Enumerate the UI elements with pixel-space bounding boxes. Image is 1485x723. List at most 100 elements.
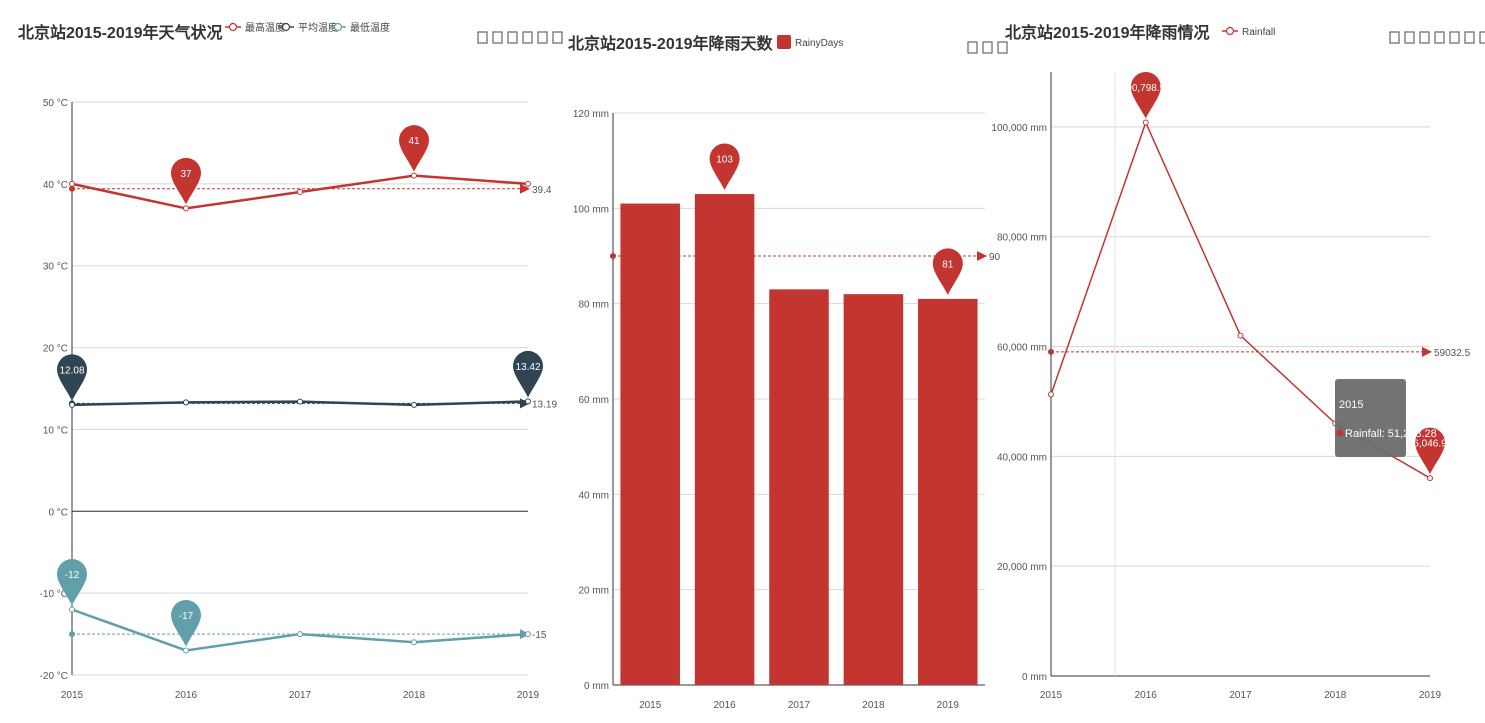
data-view-icon[interactable] [967,41,978,54]
data-point[interactable] [183,205,189,212]
markline-arrow [1422,346,1432,357]
legend-label: Rainfall [1242,27,1275,38]
data-point[interactable] [69,180,75,187]
data-point[interactable] [1237,332,1244,339]
bar[interactable] [918,298,978,685]
x-tick-label: 2015 [1040,690,1063,701]
legend-label: RainyDays [795,38,843,49]
bar[interactable] [694,194,755,686]
data-point[interactable] [411,401,417,408]
data-view-icon[interactable] [507,31,518,44]
restore-icon[interactable] [1464,31,1475,44]
bar[interactable] [843,294,904,685]
data-point[interactable] [1142,119,1149,126]
data-point[interactable] [525,398,531,405]
markpoint[interactable]: 41 [399,125,429,172]
markpoint-label: 81 [942,259,954,270]
legend-item[interactable]: 最高温度 [225,21,285,34]
markpoint[interactable]: 103 [709,143,740,191]
markpoint-label: 103 [716,155,733,166]
y-tick-label: 80 mm [578,300,609,311]
markline-arrow [977,251,987,261]
markpoint-shape [1130,72,1161,119]
y-tick-label: -20 °C [40,671,68,682]
markpoint-label: 12.08 [59,365,84,376]
data-view-icon-shape [507,31,518,44]
restore-icon[interactable] [552,31,563,44]
data-point[interactable] [69,606,75,613]
x-tick-label: 2017 [1229,690,1252,701]
markpoint[interactable]: -17 [171,599,201,647]
bar[interactable] [620,203,680,686]
legend-item[interactable]: 最低温度 [330,21,390,34]
data-point[interactable] [297,189,303,196]
x-tick-label: 2015 [61,690,84,701]
tooltip-value: Rainfall: 51,278.28 [1345,428,1437,440]
data-point[interactable] [1048,391,1054,398]
mark-undo-icon[interactable] [1404,31,1415,44]
data-point[interactable] [525,631,531,638]
markpoint-shape [171,599,201,647]
markpoint-shape [171,157,201,205]
data-point[interactable] [297,631,303,638]
legend-label: 平均温度 [298,21,338,34]
x-tick-label: 2018 [862,700,885,711]
legend-swatch [777,35,791,49]
line-icon[interactable] [1434,31,1445,44]
y-tick-label: 40 °C [43,180,68,191]
legend-item[interactable]: RainyDays [777,35,843,49]
x-tick-label: 2019 [1419,690,1442,701]
y-tick-label: 100 mm [573,204,609,215]
chart-title: 北京站2015-2019年降雨情况 [1005,23,1210,42]
markpoint-shape [57,354,87,401]
save-icon-shape [1479,31,1485,44]
data-point[interactable] [411,639,417,646]
legend-label: 最低温度 [350,21,390,34]
bar-icon[interactable] [537,31,548,44]
chart-title: 北京站2015-2019年天气状况 [18,23,223,42]
mark-icon-shape [477,31,488,44]
y-tick-label: -10 °C [40,589,68,600]
mark-icon[interactable] [1389,31,1400,44]
y-tick-label: 0 mm [1022,672,1047,683]
data-point[interactable] [1427,475,1433,482]
x-tick-label: 2017 [289,690,312,701]
markline-start [69,185,75,192]
y-tick-label: 40 mm [578,490,609,501]
data-point[interactable] [183,399,189,406]
data-point[interactable] [525,180,531,187]
mark-undo-icon[interactable] [492,31,503,44]
mark-undo-icon-shape [1404,31,1415,44]
legend-item[interactable]: 平均温度 [278,21,338,34]
mark-icon[interactable] [477,31,488,44]
save-icon[interactable] [1479,31,1485,44]
markpoint[interactable]: 13.42 [513,350,543,398]
y-tick-label: 0 °C [48,507,68,518]
legend-item[interactable]: Rainfall [1222,26,1275,38]
bar[interactable] [769,289,829,685]
data-point[interactable] [69,401,75,408]
markline-arrow [520,183,530,194]
markpoint[interactable]: 12.08 [57,354,87,401]
data-point[interactable] [297,398,303,405]
bar-icon-shape [1449,31,1460,44]
y-tick-label: 20,000 mm [997,562,1047,573]
restore-icon-shape [552,31,563,44]
markpoint-label: 41 [408,136,420,147]
line-icon[interactable] [522,31,533,44]
markpoint[interactable]: 36,046.92 [1408,427,1453,475]
markpoint[interactable]: 100,798.97 [1121,72,1171,119]
markpoint[interactable]: 37 [171,157,201,205]
y-tick-label: 20 °C [43,344,68,355]
markpoint[interactable]: -12 [57,559,87,606]
line-icon[interactable] [982,41,993,54]
markline-label: 90 [989,252,1001,263]
bar-icon[interactable] [997,41,1008,54]
x-tick-label: 2019 [937,700,960,711]
data-point[interactable] [183,647,189,654]
data-point[interactable] [411,172,417,179]
markpoint[interactable]: 81 [932,248,963,295]
bar-icon[interactable] [1449,31,1460,44]
markpoint-shape [709,143,740,191]
data-view-icon[interactable] [1419,31,1430,44]
